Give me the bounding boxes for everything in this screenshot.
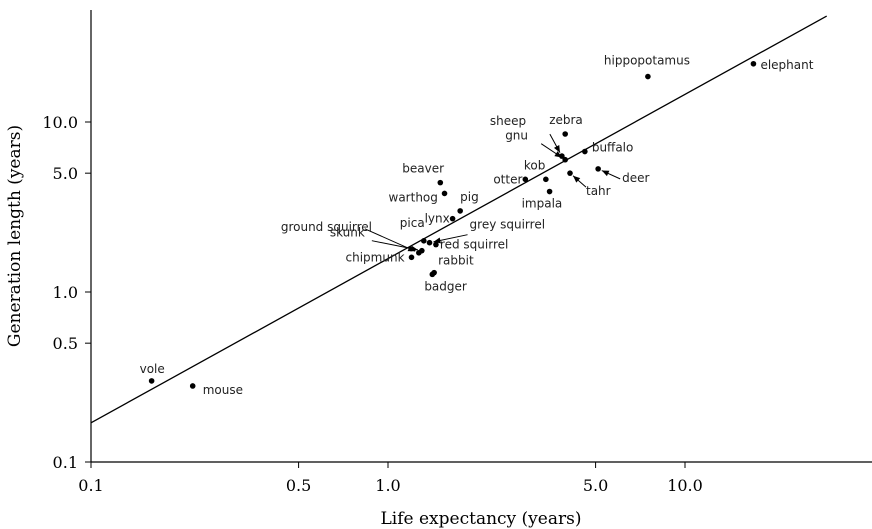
point-label: vole [140,362,165,376]
point-label: otter [493,172,522,186]
x-tick-label: 0.1 [78,476,103,495]
point-label: gnu [505,129,528,143]
axes [90,10,872,463]
data-point [522,176,529,183]
data-point [457,208,463,214]
data-point [582,148,588,155]
data-point [189,383,196,389]
x-axis-title: Life expectancy (years) [381,509,582,529]
point-label: kob [524,158,545,172]
point-label: sheep [490,114,526,128]
y-tick-label: 10.0 [42,113,78,132]
point-label: beaver [402,162,444,176]
y-tick-label: 0.1 [53,453,78,472]
x-tick-label: 1.0 [375,476,400,495]
data-point [421,238,427,244]
arrow-head [601,170,610,177]
data-point [559,153,565,159]
point-label: deer [622,171,649,185]
point-label: tahr [586,184,611,198]
point-label: lynx [425,212,450,226]
data-point [416,250,422,256]
data-points [148,60,757,389]
arrow-head [407,245,416,252]
data-point [567,170,573,176]
point-label: badger [424,279,467,293]
label-arrows [364,133,621,252]
y-ticks: 0.1 0.5 1.0 5.0 10.0 [42,113,91,472]
point-label: skunk [330,226,365,240]
data-point [562,131,568,137]
point-label: buffalo [592,141,634,155]
point-label: zebra [549,113,583,127]
x-tick-label: 5.0 [583,476,608,495]
point-label: pig [460,190,479,204]
data-point [408,254,415,261]
data-point [645,73,651,80]
point-label: impala [522,197,563,211]
point-label: ground squirrel [281,220,372,234]
label-arrow [364,228,416,252]
x-tick-label: 0.5 [286,476,311,495]
data-point [433,241,439,248]
data-point [595,166,601,172]
y-tick-label: 0.5 [53,334,78,353]
data-point [426,239,433,246]
data-point [546,188,553,195]
point-label: mouse [203,383,243,397]
point-labels: vole mouse chipmunk skunk pica ground squirre… [140,54,814,397]
y-tick-label: 1.0 [53,283,78,302]
data-point [441,190,448,197]
point-label: rabbit [438,254,474,268]
data-point [148,378,155,384]
data-point [562,156,568,163]
regression-line-group [90,15,828,424]
arrow-head [573,175,581,183]
data-point [543,176,549,183]
data-point [750,60,757,67]
point-label: pica [400,216,425,230]
point-label: chipmunk [346,250,405,264]
data-point [437,179,444,186]
point-label: grey squirrel [470,218,546,232]
data-point [449,215,456,222]
arrow-head [553,145,560,153]
x-tick-label: 10.0 [667,476,703,495]
y-tick-label: 5.0 [53,164,78,183]
point-label: warthog [389,190,438,204]
regression-line [90,15,828,424]
point-label: hippopotamus [604,54,690,68]
y-axis-title: Generation length (years) [5,125,25,347]
x-ticks: 0.1 0.5 1.0 5.0 10.0 [78,462,703,495]
point-label: red squirrel [440,238,508,252]
data-point [429,271,436,278]
point-label: elephant [760,58,813,72]
